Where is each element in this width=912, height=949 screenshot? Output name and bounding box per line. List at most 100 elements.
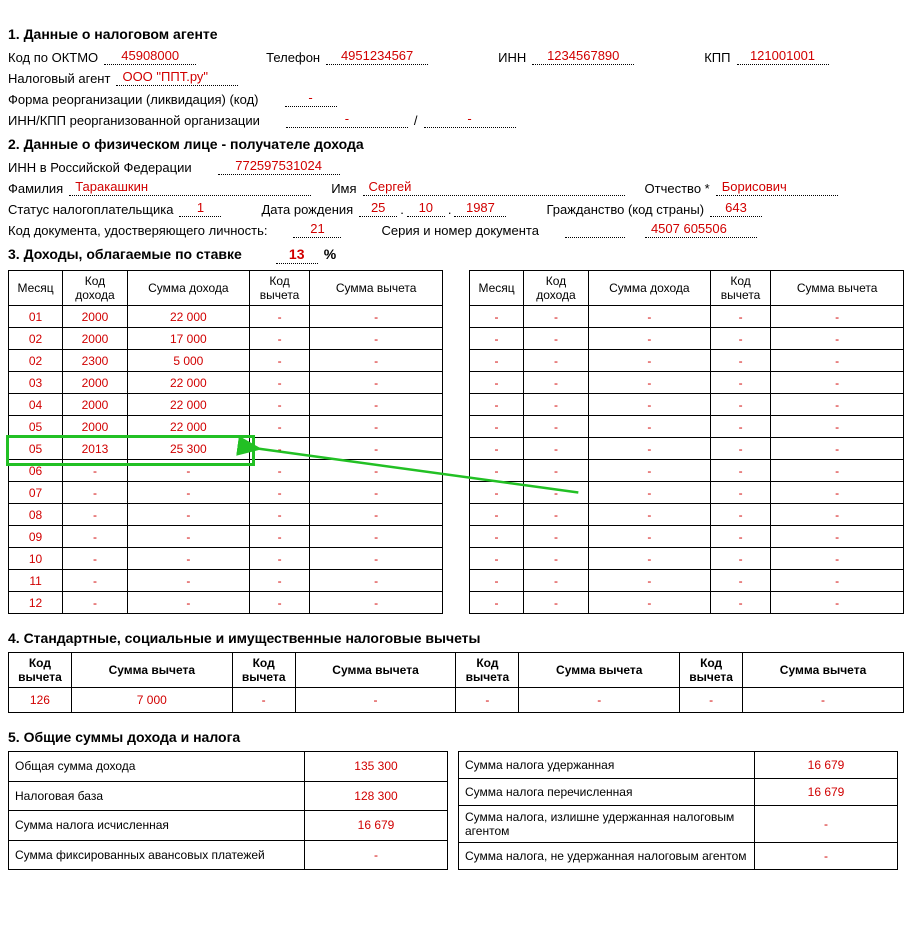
cell: - [310,350,443,372]
cell: - [249,526,309,548]
table-row: Сумма налога, не удержанная налоговым аг… [459,843,898,870]
label-citizenship: Гражданство (код страны) [546,202,704,217]
cell: - [588,416,710,438]
cell: - [249,350,309,372]
cell: 22 000 [127,394,249,416]
cell: 04 [9,394,63,416]
total-value: - [305,840,448,870]
cell: 12 [9,592,63,614]
cell: - [588,592,710,614]
cell: - [710,592,770,614]
cell: - [524,306,589,328]
label-reorg-innkpp: ИНН/КПП реорганизованной организации [8,113,260,128]
label-oktmo: Код по ОКТМО [8,50,98,65]
totals-table-right: Сумма налога удержанная16 679Сумма налог… [458,751,898,870]
cell: - [127,592,249,614]
th-ded-code: Код вычета [232,653,295,688]
field-reorg-form: - [285,90,337,107]
cell: - [524,372,589,394]
th-inc-code: Код дохода [63,271,128,306]
cell: - [249,372,309,394]
row-fio: Фамилия Таракашкин Имя Сергей Отчество *… [8,179,904,196]
table-row: 10---- [9,548,443,570]
table-row: ----- [470,592,904,614]
cell: - [710,548,770,570]
cell: - [710,350,770,372]
table-row: 05201325 300-- [9,438,443,460]
cell: 2000 [63,306,128,328]
label-doc-code: Код документа, удостверяющего личность: [8,223,267,238]
th-ded-sum: Сумма вычета [310,271,443,306]
cell: - [310,548,443,570]
table-row: Сумма фиксированных авансовых платежей- [9,840,448,870]
table-row: Налоговая база128 300 [9,781,448,811]
cell: - [588,350,710,372]
cell: - [249,394,309,416]
th-month: Месяц [9,271,63,306]
cell: - [710,570,770,592]
cell: - [588,570,710,592]
cell: 22 000 [127,306,249,328]
section4-title: 4. Стандартные, социальные и имущественн… [8,630,904,646]
table-row: Общая сумма дохода135 300 [9,752,448,782]
table-row: ----- [470,548,904,570]
field-agent: ООО "ППТ.ру" [116,69,238,86]
deductions-table: Код вычетаСумма вычетаКод вычетаСумма вы… [8,652,904,713]
cell: - [680,688,743,713]
table-row: ----- [470,438,904,460]
label-patronymic: Отчество * [645,181,710,196]
table-row: Сумма налога, излишне удержанная налогов… [459,806,898,843]
cell: - [710,504,770,526]
table-row: ----- [470,416,904,438]
cell: - [456,688,519,713]
cell: - [295,688,456,713]
row-inn-rf: ИНН в Российской Федерации 772597531024 [8,158,904,175]
label-dob: Дата рождения [261,202,353,217]
cell: - [249,306,309,328]
cell: - [771,394,904,416]
table-row: 05200022 000-- [9,416,443,438]
cell: 2000 [63,394,128,416]
th-ded-sum: Сумма вычета [71,653,232,688]
th-inc-sum: Сумма дохода [588,271,710,306]
th-ded-code: Код вычета [249,271,309,306]
row-agent: Налоговый агент ООО "ППТ.ру" [8,69,904,86]
dob-sep1: . [400,202,404,217]
total-value: 135 300 [305,752,448,782]
cell: - [588,328,710,350]
table-row: ----- [470,504,904,526]
cell: - [63,526,128,548]
section3-title: 3. Доходы, облагаемые по ставке 13 % [8,246,904,264]
cell: - [524,460,589,482]
cell: - [470,592,524,614]
field-doc-code: 21 [293,221,341,238]
cell: - [470,504,524,526]
th-inc-sum: Сумма дохода [127,271,249,306]
cell: - [524,328,589,350]
cell: - [524,526,589,548]
field-dob-m: 10 [407,200,445,217]
cell: - [310,416,443,438]
cell: 10 [9,548,63,570]
field-dob-d: 25 [359,200,397,217]
cell: 05 [9,416,63,438]
cell: - [470,548,524,570]
table-row: ----- [470,372,904,394]
table-row: ----- [470,482,904,504]
th-ded-sum: Сумма вычета [743,653,904,688]
cell: 2000 [63,328,128,350]
table-row: Сумма налога исчисленная16 679 [9,811,448,841]
cell: - [710,372,770,394]
cell: - [63,482,128,504]
row-oktmo: Код по ОКТМО 45908000 Телефон 4951234567… [8,48,904,65]
cell: - [470,526,524,548]
cell: - [470,350,524,372]
cell: - [127,460,249,482]
cell: - [771,526,904,548]
cell: - [524,394,589,416]
field-name: Сергей [363,179,625,196]
field-patronymic: Борисович [716,179,838,196]
cell: - [310,394,443,416]
cell: 07 [9,482,63,504]
cell: - [63,504,128,526]
